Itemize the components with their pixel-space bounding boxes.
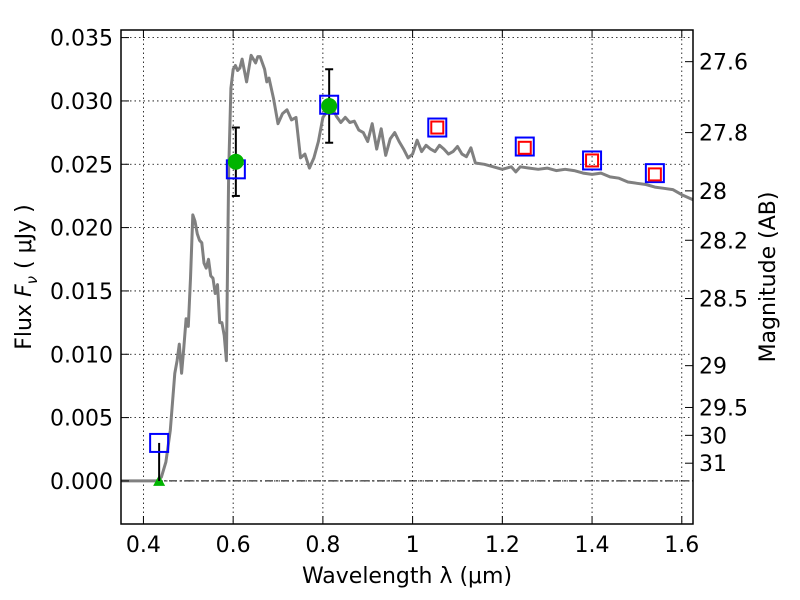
right-tick-label: 28.5 [699,288,748,313]
right-tick-label: 30 [699,424,727,449]
right-axis-label: Magnitude (AB) [756,192,781,363]
y-tick-label: 0.035 [50,27,113,52]
x-tick-label: 1 [406,533,420,558]
model-square-blue [427,117,448,138]
x-tick-label: 1.2 [485,533,520,558]
right-tick-label: 28.2 [699,229,748,254]
right-tick-label: 27.8 [699,122,748,147]
x-tick-label: 0.4 [126,533,161,558]
y-tick-label: 0.000 [50,470,113,495]
sed-curve [121,53,694,483]
x-tick-label: 1.6 [664,533,699,558]
y-tick-label: 0.015 [50,280,113,305]
model-square-blue [149,432,170,453]
tick-layer: 0.4 0.6 0.8 1 1.2 1.4 1.6 0.000 0.005 0.010 0.015 0… [50,27,748,558]
model-square-blue [644,163,665,184]
y-tick-label: 0.025 [50,153,113,178]
right-tick-label: 31 [699,452,727,477]
model-square-red [647,167,662,182]
grid-layer [121,30,693,524]
plot-frame [120,29,694,525]
detection-point [321,98,338,114]
model-square-blue [514,136,535,157]
x-tick-label: 0.6 [216,533,251,558]
y-tick-label: 0.020 [50,217,113,242]
y-tick-label: 0.005 [50,407,113,432]
model-square-blue [582,150,603,171]
y-tick-label: 0.010 [50,343,113,368]
model-square-red [430,120,445,135]
right-tick-label: 28 [699,180,727,205]
detection-point [227,153,244,170]
model-square-red [517,140,532,155]
x-axis-label: Wavelength λ (μm) [302,564,512,589]
right-tick-label: 29 [699,355,727,380]
y-axis-label: Flux Fν ( μJy ) [12,204,41,349]
right-tick-label: 27.6 [699,51,748,76]
x-tick-label: 1.4 [575,533,610,558]
data-layer [121,53,694,486]
y-tick-label: 0.030 [50,90,113,115]
model-square-red [585,153,600,168]
x-tick-label: 0.8 [305,533,340,558]
right-tick-label: 29.5 [699,396,748,421]
